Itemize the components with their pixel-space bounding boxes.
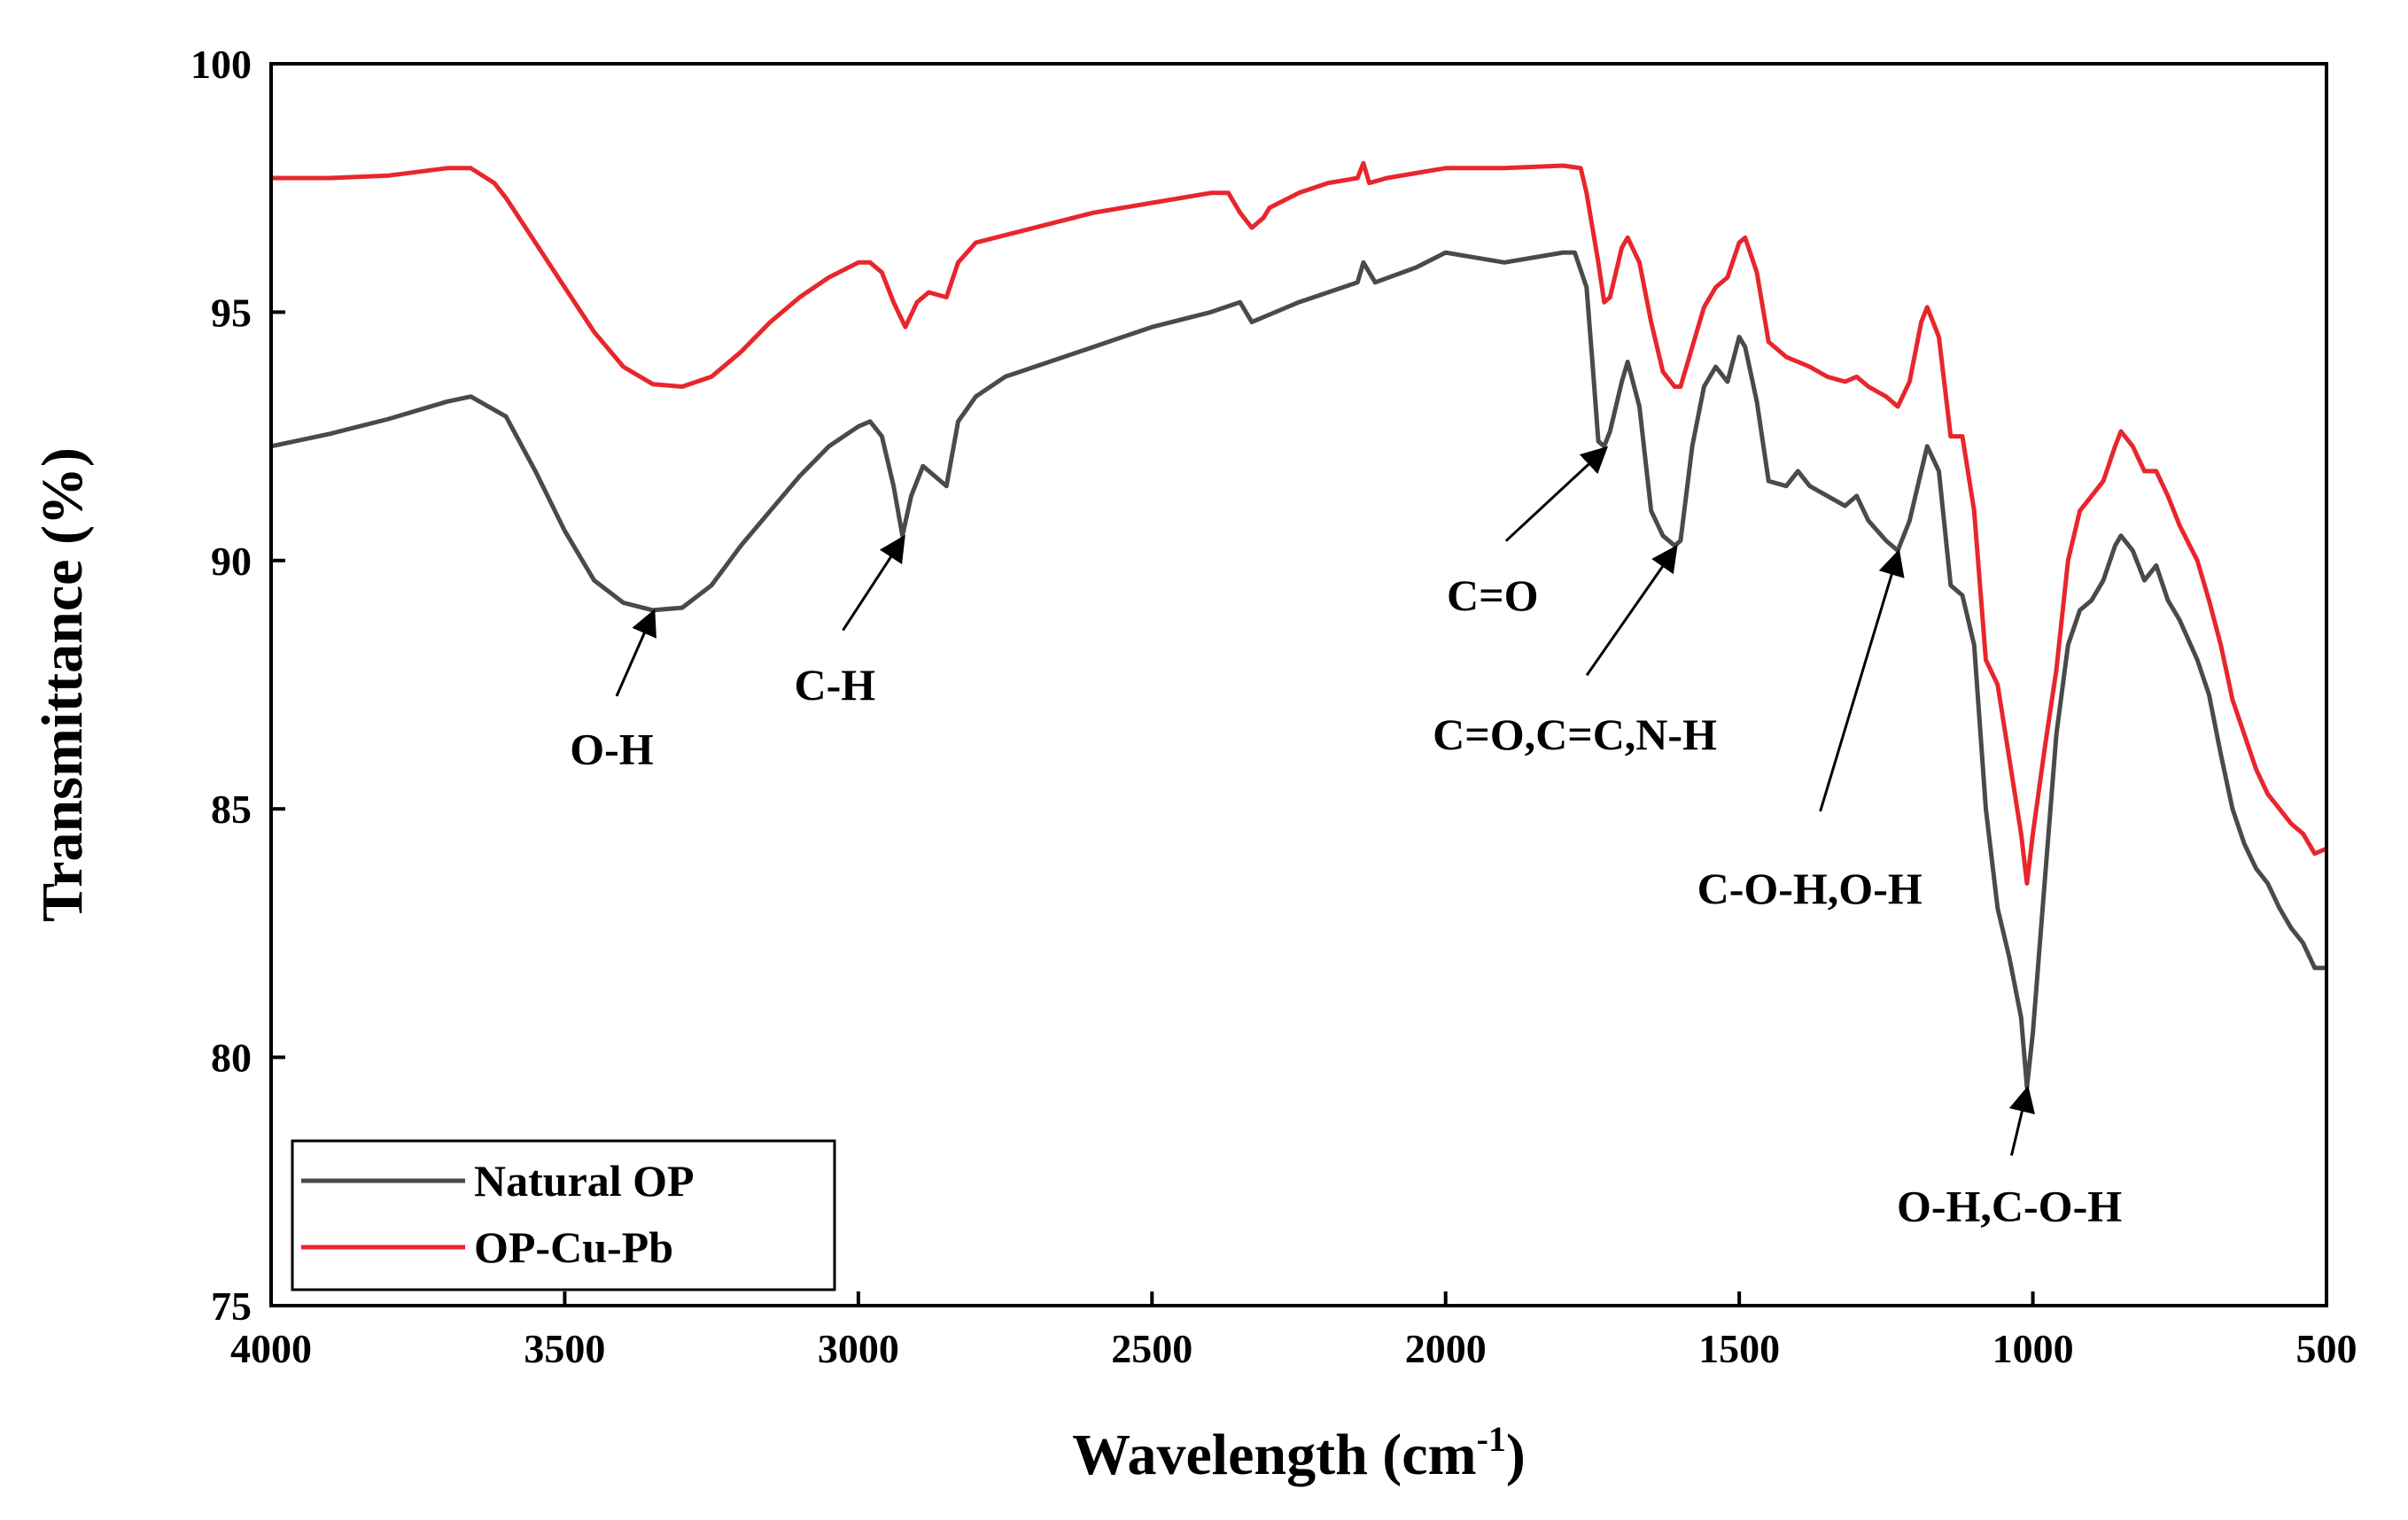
x-tick-label: 500: [2296, 1326, 2358, 1371]
y-axis-title: Transmittance (%): [30, 447, 95, 922]
x-axis-title-close: ): [1506, 1423, 1526, 1487]
x-axis-title: Wavelength (cm-1): [1072, 1419, 1526, 1487]
annotation-arrow: [1819, 548, 1905, 812]
annotation-arrow: [1585, 545, 1678, 677]
x-tick-label: 2000: [1405, 1326, 1487, 1371]
plot-frame: [269, 62, 2328, 1307]
y-tick-label: 90: [211, 539, 252, 584]
x-tick-label: 2500: [1111, 1326, 1192, 1371]
annotation-label: O-H,C-O-H: [1897, 1182, 2122, 1231]
annotation-arrow: [615, 609, 656, 697]
series-line-natural-op: [270, 250, 2326, 1090]
y-tick-label: 75: [211, 1283, 252, 1329]
legend-box: [291, 1139, 836, 1291]
x-tick-label: 3500: [524, 1326, 605, 1371]
series-layer: [270, 160, 2327, 1090]
x-tick-label: 1000: [1992, 1326, 2074, 1371]
y-tick-label: 80: [211, 1035, 252, 1081]
series-line-op-cu-pb: [271, 160, 2327, 886]
legend-label-op-cu-pb: OP-Cu-Pb: [474, 1222, 673, 1272]
annotation-label: C=O,C=C,N-H: [1433, 710, 1717, 759]
annotation-label: O-H: [570, 725, 654, 774]
annotation-arrow: [842, 534, 905, 632]
x-axis-title-main: Wavelength (cm: [1072, 1423, 1476, 1487]
y-tick-label: 100: [190, 42, 252, 87]
annotation-label: C=O: [1447, 570, 1539, 620]
x-tick-label: 1500: [1698, 1326, 1780, 1371]
x-axis-title-superscript: -1: [1477, 1419, 1506, 1459]
x-tick-label: 3000: [818, 1326, 899, 1371]
annotation-layer: O-H C-H C=O C=O,C=C,N-H C-O-H,O-H O-H,C-O-H: [570, 446, 2122, 1231]
annotation-arrow: [1504, 446, 1609, 542]
annotation-label: C-H: [795, 660, 876, 710]
x-tick-label: 4000: [230, 1326, 312, 1371]
tick-layer: 4000 3500 3000 2500 2000 1500 1000 500 75 80 85 90 9…: [190, 42, 2358, 1371]
y-tick-label: 95: [211, 290, 252, 335]
legend: Natural OP OP-Cu-Pb: [291, 1139, 836, 1291]
annotation-arrow: [2008, 1085, 2035, 1156]
legend-label-natural-op: Natural OP: [474, 1156, 695, 1206]
y-tick-label: 85: [211, 787, 252, 832]
annotation-label: C-O-H,O-H: [1697, 864, 1923, 913]
